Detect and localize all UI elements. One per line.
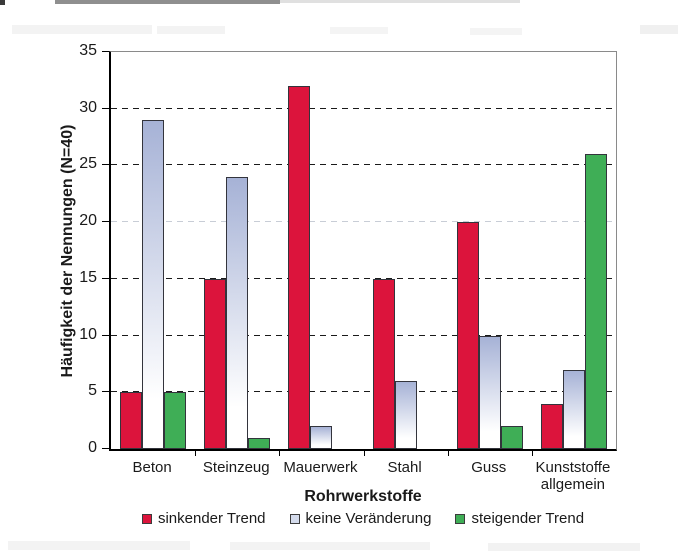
legend-label-keine-veraenderung: keine Veränderung — [305, 510, 432, 527]
bar-kunststoffe-allgemein-steigender-trend — [584, 154, 607, 449]
y-tick-label-0: 0 — [88, 439, 97, 456]
x-tick-1 — [195, 449, 197, 456]
x-tick-5 — [531, 449, 533, 456]
scan-artifact — [640, 25, 678, 34]
y-tick-label-20: 20 — [79, 212, 97, 230]
bar-stahl-keine-veraenderung — [394, 380, 417, 449]
scan-artifact — [8, 541, 190, 550]
bar-stahl-sinkender-trend — [372, 278, 395, 449]
x-tick-4 — [447, 449, 449, 456]
scan-artifact — [470, 28, 522, 35]
gridline-y-15 — [111, 277, 616, 279]
scan-artifact — [230, 542, 430, 550]
y-tick-label-15: 15 — [79, 268, 97, 286]
y-tick-label-30: 30 — [79, 98, 97, 116]
bar-steinzeug-keine-veraenderung — [226, 176, 249, 449]
gridline-y-30 — [111, 107, 616, 109]
scan-artifact — [330, 27, 388, 34]
y-tick-label-35: 35 — [79, 42, 97, 59]
x-tick-2 — [279, 449, 281, 456]
legend-item-sinkender-trend: sinkender Trend — [141, 510, 266, 527]
y-tick-35 — [102, 51, 109, 52]
y-tick-label-5: 5 — [88, 382, 97, 400]
gridline-y-5 — [111, 391, 616, 393]
y-tick-0 — [102, 448, 109, 449]
scan-artifact — [12, 25, 152, 34]
y-tick-25 — [102, 164, 109, 166]
scan-artifact — [0, 0, 5, 5]
y-tick-label-25: 25 — [79, 155, 97, 173]
category-label-guss: Guss — [471, 459, 507, 476]
bar-guss-steigender-trend — [500, 426, 523, 449]
category-label-beton: Beton — [132, 459, 172, 476]
legend-swatch-icon-steigender-trend — [455, 513, 466, 524]
category-label-steinzeug: Steinzeug — [202, 459, 270, 476]
legend: sinkender Trend keine Veränderung steigend… — [109, 510, 617, 527]
bar-steinzeug-sinkender-trend — [204, 278, 227, 449]
bar-beton-sinkender-trend — [120, 392, 143, 449]
category-label-stahl: Stahl — [387, 459, 422, 476]
legend-item-keine-veraenderung: keine Veränderung — [289, 510, 432, 527]
y-tick-label-10: 10 — [79, 325, 97, 343]
legend-item-steigender-trend: steigender Trend — [455, 510, 584, 527]
y-tick-30 — [102, 107, 109, 109]
x-axis-title: Rohrwerkstoffe — [304, 488, 422, 505]
scan-artifact — [55, 0, 280, 4]
legend-label-sinkender-trend: sinkender Trend — [157, 510, 266, 527]
gridline-y-20 — [111, 221, 616, 223]
y-tick-5 — [102, 391, 109, 393]
bar-steinzeug-steigender-trend — [248, 437, 271, 449]
gridline-y-10 — [111, 334, 616, 336]
y-tick-15 — [102, 277, 109, 279]
scan-artifact — [157, 26, 225, 34]
legend-label-steigender-trend: steigender Trend — [471, 510, 585, 527]
x-tick-3 — [363, 449, 365, 456]
bar-kunststoffe-allgemein-sinkender-trend — [540, 403, 563, 449]
scan-artifact — [280, 0, 520, 3]
bar-beton-steigender-trend — [164, 392, 187, 449]
category-label-kunststoffe-allgemein: Kunststoffe allgemein — [535, 459, 611, 493]
bar-mauerwerk-keine-veraenderung — [310, 426, 333, 449]
bar-kunststoffe-allgemein-keine-veraenderung — [562, 369, 585, 449]
y-tick-20 — [102, 221, 109, 223]
legend-swatch-icon-sinkender-trend — [141, 513, 152, 524]
bar-guss-keine-veraenderung — [478, 335, 501, 449]
gridline-y-25 — [111, 164, 616, 166]
y-tick-10 — [102, 334, 109, 336]
category-label-mauerwerk: Mauerwerk — [283, 459, 358, 476]
bar-beton-keine-veraenderung — [142, 120, 165, 449]
scan-artifact — [488, 543, 640, 551]
legend-swatch-icon-keine-veraenderung — [289, 513, 300, 524]
plot-area — [109, 51, 617, 451]
bar-mauerwerk-sinkender-trend — [288, 86, 311, 449]
bar-guss-sinkender-trend — [456, 222, 479, 449]
